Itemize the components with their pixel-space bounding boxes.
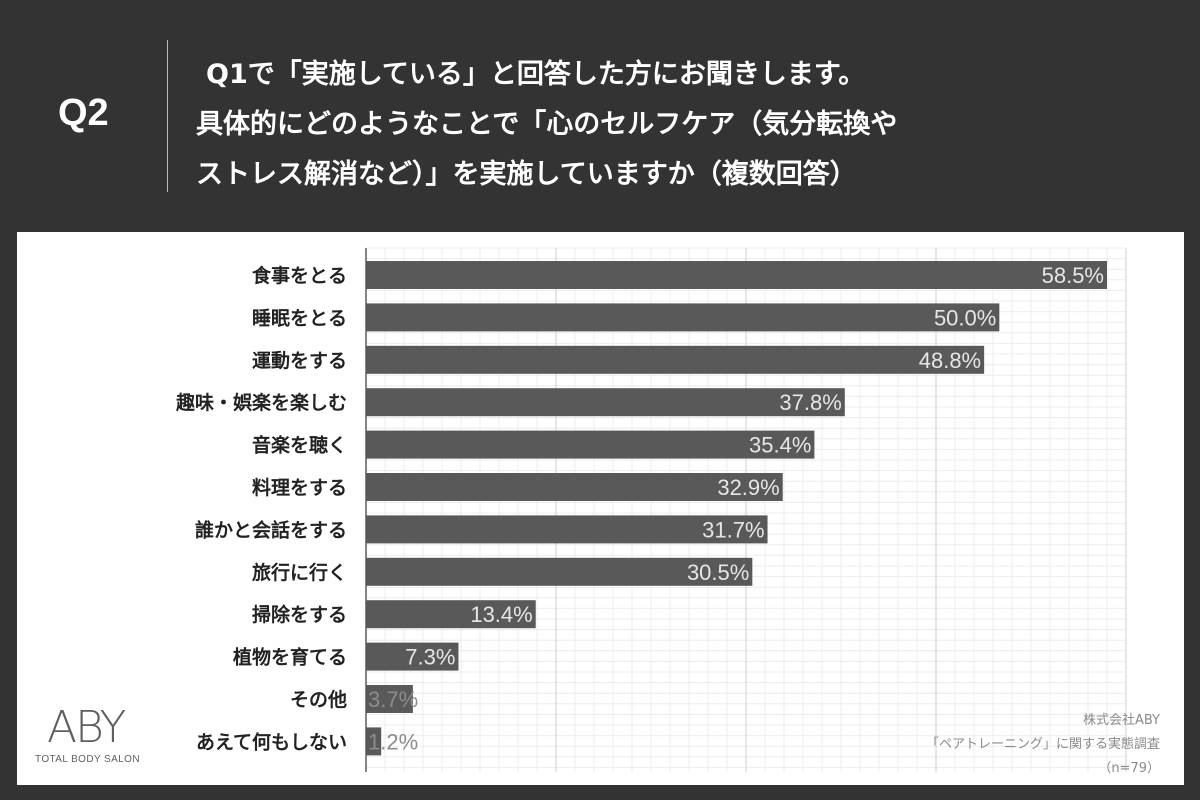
bar-chart: 食事をとる 58.5% 睡眠をとる 50.0% 運動をする 48.8% 趣味・娯楽を楽しむ 3… — [175, 247, 1127, 772]
bar — [366, 388, 845, 417]
category-label: 食事をとる — [252, 264, 347, 287]
bar — [366, 557, 753, 586]
bar — [366, 303, 1000, 332]
data-label: 7.3% — [405, 645, 455, 670]
bar — [366, 261, 1107, 289]
category-label: 旅行に行く — [252, 561, 347, 584]
category-label: あえて何もしない — [196, 730, 347, 753]
data-label: 1.2% — [368, 729, 418, 754]
bar — [366, 727, 382, 756]
bar — [366, 685, 413, 713]
category-label: 植物を育てる — [233, 646, 347, 669]
data-label: 58.5% — [1042, 263, 1104, 288]
question-text: Q1で「実施している」と回答した方にお聞きします。 具体的にどのようなことで「心… — [196, 50, 1156, 200]
question-line-1: Q1で「実施している」と回答した方にお聞きします。 — [206, 59, 866, 90]
bar — [366, 473, 783, 501]
category-label: 誰かと会話をする — [195, 518, 347, 541]
data-label: 37.8% — [779, 390, 841, 415]
source-sample: （n=79） — [1098, 761, 1160, 776]
question-line-3: ストレス解消など）」を実施していますか（複数回答） — [196, 159, 857, 190]
logo-tagline: TOTAL BODY SALON — [35, 754, 140, 765]
bar — [366, 345, 985, 374]
question-number: Q2 — [58, 92, 109, 134]
question-header: Q2 Q1で「実施している」と回答した方にお聞きします。 具体的にどのようなこと… — [0, 0, 1200, 230]
category-label: その他 — [290, 688, 347, 711]
header-divider — [167, 40, 168, 192]
category-label: 睡眠をとる — [252, 307, 347, 329]
bar — [366, 600, 536, 629]
category-label: 趣味・娯楽を楽しむ — [175, 391, 347, 414]
source-note: 株式会社ABY 「ペアトレーニング」に関する実態調査 （n=79） — [926, 709, 1160, 781]
category-label: 運動をする — [252, 350, 347, 372]
category-label: 掃除をする — [252, 603, 347, 626]
bar — [366, 515, 768, 544]
data-label: 48.8% — [919, 348, 981, 373]
category-label: 音楽を聴く — [252, 434, 347, 457]
data-label: 35.4% — [749, 433, 811, 458]
data-label: 32.9% — [717, 475, 779, 500]
data-label: 3.7% — [368, 687, 418, 712]
aby-logo: ABY TOTAL BODY SALON — [35, 704, 145, 776]
bar — [366, 642, 459, 671]
data-label: 30.5% — [687, 560, 749, 585]
source-company: 株式会社ABY — [1082, 713, 1160, 728]
chart-panel: 食事をとる 58.5% 睡眠をとる 50.0% 運動をする 48.8% 趣味・娯楽を楽しむ 3… — [17, 232, 1184, 785]
logo-word: ABY — [47, 702, 126, 753]
data-label: 50.0% — [934, 305, 996, 330]
question-line-2: 具体的にどのようなことで「心のセルフケア（気分転換や — [196, 109, 898, 140]
bar — [366, 430, 815, 459]
source-survey: 「ペアトレーニング」に関する実態調査 — [925, 737, 1160, 752]
data-label: 31.7% — [702, 517, 764, 542]
data-label: 13.4% — [470, 602, 532, 627]
category-label: 料理をする — [252, 476, 347, 499]
